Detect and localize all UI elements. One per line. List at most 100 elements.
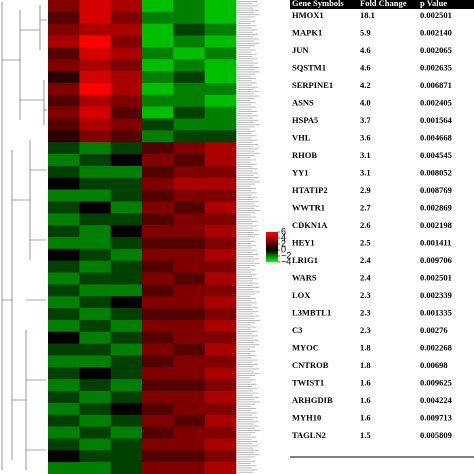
heatmap-cell [204, 402, 237, 416]
heatmap-cell [173, 23, 205, 36]
heatmap-cell [173, 355, 205, 368]
row-label [238, 375, 255, 376]
row-label [238, 251, 253, 253]
heatmap-cell [110, 94, 143, 107]
heatmap-cell [48, 379, 80, 392]
table-header: p Value [420, 0, 447, 8]
row-label [238, 179, 255, 181]
heatmap-cell [204, 260, 237, 273]
heatmap-cell [204, 272, 237, 285]
heatmap-cell [48, 47, 80, 60]
dendrogram [1, 2, 47, 470]
heatmap-cell [110, 402, 143, 416]
heatmap-cell [204, 343, 237, 356]
heatmap-cell [48, 450, 80, 463]
heatmap-cell [204, 379, 237, 392]
row-label [238, 408, 256, 409]
table-cell: 2.3 [360, 307, 371, 317]
row-label [238, 265, 255, 266]
table-cell: RHOB [292, 150, 317, 160]
heatmap-cell [110, 118, 143, 131]
table-cell: HSPA5 [292, 115, 318, 125]
colorbar-tick-label: 6 [281, 226, 286, 236]
row-label [238, 223, 253, 225]
table-cell: 3.1 [360, 150, 371, 160]
row-label [238, 364, 258, 365]
row-label [238, 177, 259, 178]
row-label [238, 227, 254, 229]
row-label [238, 192, 257, 194]
table-header: Gene Symbols [292, 0, 344, 8]
heatmap-cell [142, 47, 174, 60]
row-label [238, 27, 252, 29]
row-label [238, 124, 260, 126]
table-cell: 0.002501 [420, 10, 452, 20]
heatmap-cell [173, 438, 205, 451]
heatmap-cell [204, 189, 237, 202]
heatmap-cell [79, 165, 111, 179]
heatmap-cell [48, 426, 80, 439]
heatmap-cell [79, 11, 111, 24]
row-label [238, 144, 258, 145]
row-label [238, 71, 260, 73]
heatmap-cell [173, 59, 205, 72]
heatmap-cell [79, 260, 111, 273]
row-label [238, 91, 259, 93]
heatmap-cell [142, 296, 174, 309]
row-label [238, 111, 257, 112]
heatmap-cell [79, 367, 111, 380]
heatmap-cell [204, 59, 237, 72]
table-cell: 1.6 [360, 412, 371, 422]
table-cell: CDKN1A [292, 220, 328, 230]
row-label [238, 78, 256, 79]
row-label [238, 29, 258, 31]
row-label [238, 320, 260, 321]
table-cell: LOX [292, 290, 311, 300]
heatmap-cell [204, 213, 237, 226]
row-label [238, 80, 252, 82]
row-label [238, 194, 253, 196]
row-label [238, 434, 251, 436]
row-label [238, 416, 258, 418]
row-label [238, 36, 254, 38]
row-label [238, 122, 254, 123]
row-label [238, 150, 255, 152]
heatmap-cell [48, 35, 80, 48]
table-cell: SQSTM1 [292, 62, 326, 72]
row-label [238, 218, 252, 220]
heatmap-cell [110, 130, 143, 143]
heatmap-cell [110, 391, 143, 404]
row-label [238, 447, 254, 449]
row-label [238, 295, 251, 297]
row-label [238, 276, 252, 277]
table-cell: HMOX1 [292, 10, 324, 20]
heatmap-cell [173, 47, 205, 60]
heatmap-cell [48, 438, 80, 451]
heatmap-cell [204, 94, 237, 107]
heatmap-cell [173, 11, 205, 24]
row-label [238, 342, 254, 343]
row-label [238, 168, 258, 170]
row-label [238, 60, 253, 62]
row-label [238, 201, 259, 203]
row-label [238, 20, 256, 22]
heatmap-cell [110, 284, 143, 297]
table-cell: 2.4 [360, 255, 371, 265]
row-label [238, 333, 253, 335]
heatmap-cell [79, 118, 111, 131]
heatmap-cell [173, 0, 205, 13]
heatmap-cell [142, 343, 174, 356]
heatmap-cell [79, 154, 111, 167]
row-label [238, 397, 259, 398]
heatmap-cell [173, 130, 205, 143]
row-label [238, 403, 256, 405]
heatmap-cell [204, 462, 237, 474]
row-label [238, 75, 251, 77]
heatmap-cell [48, 142, 80, 155]
heatmap-cell [79, 308, 111, 321]
row-label [238, 155, 255, 156]
row-label [238, 16, 255, 18]
heatmap-cell [79, 94, 111, 107]
heatmap-cell [142, 331, 174, 344]
table-cell: 0.002339 [420, 290, 452, 300]
